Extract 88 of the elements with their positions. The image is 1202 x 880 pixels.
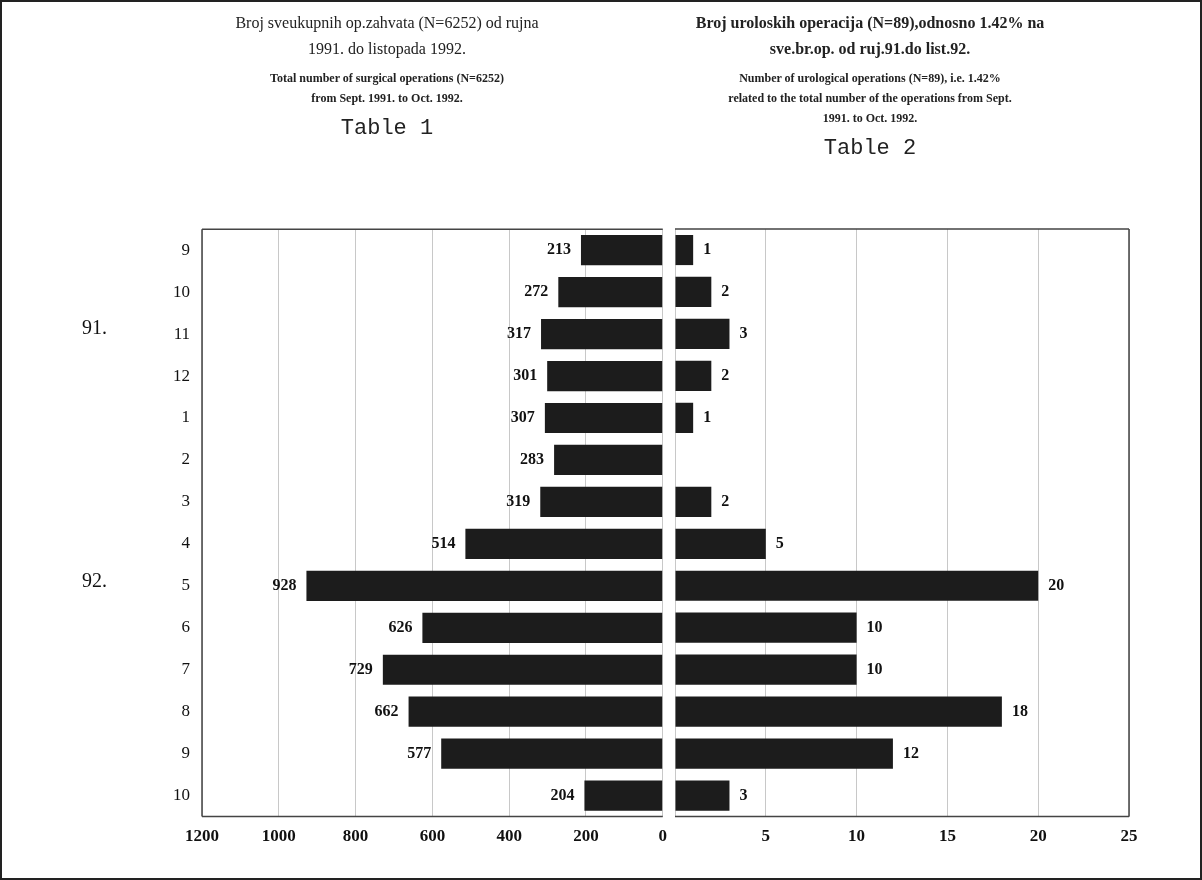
y-tick-label: 9	[181, 239, 190, 259]
y-tick-label: 5	[181, 575, 190, 595]
x-tick-label: 800	[342, 826, 369, 846]
bar	[675, 738, 893, 769]
y-tick-label: 8	[181, 701, 190, 721]
bar	[675, 402, 694, 433]
x-tick-label: 200	[573, 826, 599, 846]
caption: Table 2	[822, 136, 918, 161]
x-tick-label: 5	[761, 826, 771, 846]
data-label: 928	[272, 575, 297, 593]
bar	[540, 486, 663, 518]
data-label: 272	[524, 282, 549, 300]
data-label: 319	[506, 492, 531, 510]
data-label: 2	[721, 366, 730, 384]
data-label: 10	[866, 659, 883, 677]
data-label: 577	[407, 743, 432, 761]
x-tick-label: 400	[496, 826, 522, 846]
data-label: 729	[348, 659, 373, 677]
chart-subtitle: Total number of surgical operations (N=6252) from Sept. 1991. to Oct. 1992.	[269, 70, 505, 107]
bar	[580, 235, 663, 266]
text: 92.	[82, 568, 107, 591]
bar	[675, 570, 1039, 601]
bar	[408, 696, 663, 727]
x-tick-label: 1200	[185, 826, 219, 846]
bar	[306, 570, 663, 601]
bar	[554, 444, 663, 476]
y-tick-label: 6	[181, 617, 190, 637]
x-tick-label: 15	[938, 826, 956, 846]
bar	[441, 738, 663, 769]
bar	[675, 654, 857, 685]
y-tick-label: 12	[173, 365, 190, 385]
y-tick-label: 1	[181, 407, 190, 427]
x-tick-label: 600	[419, 826, 446, 846]
bar	[675, 276, 712, 308]
bar	[465, 528, 663, 559]
chart-title: Broj uroloskih operacija (N=89),odnosno 1.42% na sve.br.op. od ruj.91.do list.92.	[695, 13, 1045, 60]
y-tick-label: 7	[181, 659, 191, 679]
data-label: 204	[550, 785, 575, 803]
data-label: 514	[431, 534, 456, 552]
bar	[422, 612, 663, 643]
data-label: 1	[703, 408, 712, 426]
bar	[541, 318, 663, 350]
bar	[675, 360, 712, 392]
bar	[675, 234, 694, 266]
data-label: 10	[866, 617, 883, 635]
bar	[675, 318, 730, 350]
data-label: 317	[507, 324, 532, 342]
x-tick-label: 10	[848, 826, 866, 846]
x-tick-label: 1000	[261, 826, 296, 846]
data-label: 12	[902, 743, 919, 761]
y-tick-label: 10	[173, 281, 190, 301]
data-label: 18	[1011, 701, 1028, 719]
data-label: 213	[546, 240, 571, 258]
bar	[558, 277, 663, 308]
y-tick-label: 4	[181, 533, 191, 553]
bar	[675, 780, 730, 811]
y-tick-label: 3	[181, 491, 190, 511]
text: 91.	[82, 316, 107, 339]
chart-title: Broj sveukupnih op.zahvata (N=6252) od rujna 1991. do listopada 1992.	[234, 13, 540, 60]
bar	[675, 528, 766, 559]
y-tick-label: 11	[173, 323, 190, 343]
data-label: 662	[374, 701, 399, 719]
bar	[584, 780, 663, 811]
y-tick-label: 2	[181, 449, 190, 469]
caption: Table 1	[339, 116, 435, 141]
bar	[675, 612, 857, 643]
bar	[675, 486, 712, 517]
data-label: 307	[510, 408, 535, 426]
data-label: 301	[513, 366, 538, 384]
data-label: 1	[703, 240, 712, 258]
data-label: 283	[520, 450, 545, 468]
x-tick-label: 0	[658, 826, 667, 846]
y-tick-label: 9	[181, 743, 190, 763]
data-label: 2	[721, 282, 730, 300]
data-label: 3	[739, 785, 748, 803]
bar	[675, 696, 1002, 727]
chart-subtitle: Number of urological operations (N=89), i.e. 1.42% related to the total number of the operations from Sept. 1991. to Oct. 1992.	[727, 70, 1013, 127]
x-tick-label: 20	[1029, 826, 1047, 846]
data-label: 626	[388, 617, 413, 635]
data-label: 2	[721, 491, 730, 509]
data-label: 5	[775, 533, 784, 551]
bar	[382, 654, 663, 685]
y-tick-label: 10	[173, 785, 190, 805]
x-tick-label: 25	[1120, 826, 1138, 846]
bar	[544, 402, 663, 434]
data-label: 20	[1048, 575, 1065, 593]
bar	[547, 360, 663, 392]
data-label: 3	[739, 324, 748, 342]
